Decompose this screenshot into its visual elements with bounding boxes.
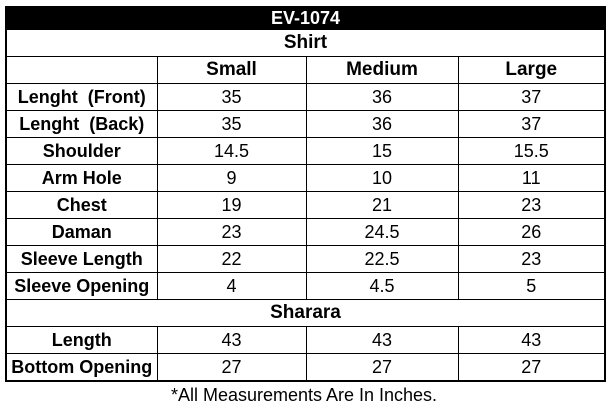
column-header-medium: Medium: [305, 56, 459, 84]
row-label: Shoulder: [5, 137, 158, 165]
section-header-shirt: Shirt: [5, 29, 606, 57]
column-header-large: Large: [457, 56, 606, 84]
measurement-value: 37: [457, 110, 606, 138]
table-row-bottom-opening: Bottom Opening 27 27 27: [5, 353, 606, 382]
size-chart-table: EV-1074 Shirt Small Medium Large Lenght …: [5, 6, 606, 382]
measurement-value: 14.5: [156, 137, 307, 165]
row-label: Lenght (Front): [5, 83, 158, 111]
measurement-value: 15.5: [457, 137, 606, 165]
column-header-small: Small: [156, 56, 307, 84]
measurement-value: 4: [156, 272, 307, 300]
measurement-value: 11: [457, 164, 606, 192]
measurement-value: 35: [156, 110, 307, 138]
measurement-value: 9: [156, 164, 307, 192]
table-row-length-front: Lenght (Front) 35 36 37: [5, 83, 606, 111]
column-header-row: Small Medium Large: [5, 56, 606, 84]
footnote: *All Measurements Are In Inches.: [170, 385, 438, 405]
measurement-value: 27: [457, 353, 606, 382]
measurement-value: 27: [156, 353, 307, 382]
row-label: Lenght (Back): [5, 110, 158, 138]
measurement-value: 23: [457, 191, 606, 219]
section-header-sharara: Sharara: [5, 299, 606, 327]
measurement-value: 4.5: [305, 272, 459, 300]
measurement-value: 10: [305, 164, 459, 192]
measurement-value: 24.5: [305, 218, 459, 246]
measurement-value: 21: [305, 191, 459, 219]
measurement-value: 19: [156, 191, 307, 219]
table-row-shoulder: Shoulder 14.5 15 15.5: [5, 137, 606, 165]
measurement-value: 35: [156, 83, 307, 111]
section-row-sharara: Sharara: [5, 299, 606, 327]
measurement-value: 22: [156, 245, 307, 273]
title-row: EV-1074: [5, 6, 606, 30]
style-code-title: EV-1074: [5, 6, 606, 30]
table-row-sleeve-opening: Sleeve Opening 4 4.5 5: [5, 272, 606, 300]
measurement-value: 23: [156, 218, 307, 246]
row-label: Arm Hole: [5, 164, 158, 192]
measurement-value: 27: [305, 353, 459, 382]
row-label: Bottom Opening: [5, 353, 158, 382]
section-row-shirt: Shirt: [5, 29, 606, 57]
measurement-value: 37: [457, 83, 606, 111]
measurement-value: 15: [305, 137, 459, 165]
table-row-length-back: Lenght (Back) 35 36 37: [5, 110, 606, 138]
measurement-value: 22.5: [305, 245, 459, 273]
table-row-sleeve-length: Sleeve Length 22 22.5 23: [5, 245, 606, 273]
table-row-sharara-length: Length 43 43 43: [5, 326, 606, 354]
table-row-daman: Daman 23 24.5 26: [5, 218, 606, 246]
measurement-value: 26: [457, 218, 606, 246]
measurement-value: 23: [457, 245, 606, 273]
measurement-value: 43: [305, 326, 459, 354]
row-label: Sleeve Opening: [5, 272, 158, 300]
corner-cell: [5, 56, 158, 84]
row-label: Chest: [5, 191, 158, 219]
measurement-value: 36: [305, 83, 459, 111]
measurement-value: 43: [156, 326, 307, 354]
table-row-chest: Chest 19 21 23: [5, 191, 606, 219]
measurement-value: 43: [457, 326, 606, 354]
row-label: Sleeve Length: [5, 245, 158, 273]
size-chart: EV-1074 Shirt Small Medium Large Lenght …: [5, 6, 606, 382]
table-row-arm-hole: Arm Hole 9 10 11: [5, 164, 606, 192]
measurement-value: 5: [457, 272, 606, 300]
row-label: Daman: [5, 218, 158, 246]
measurement-value: 36: [305, 110, 459, 138]
row-label: Length: [5, 326, 158, 354]
